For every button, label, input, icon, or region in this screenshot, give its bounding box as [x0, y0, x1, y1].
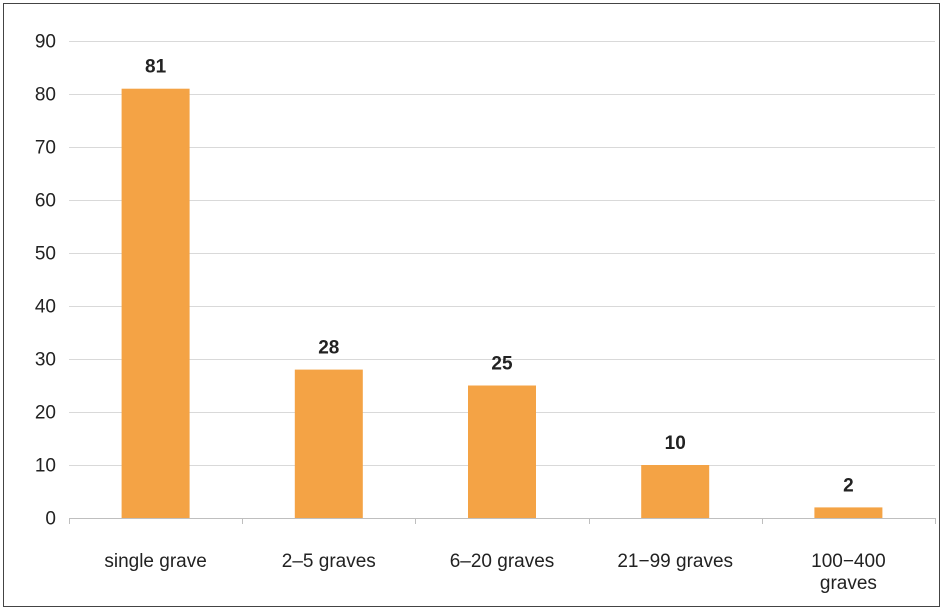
y-tick-label: 40 [35, 297, 56, 318]
x-tick-label: 21−99 graves [617, 551, 733, 572]
bar [294, 369, 363, 518]
y-tick-label: 0 [45, 509, 56, 530]
gridlines [69, 41, 935, 466]
y-tick-label: 90 [35, 32, 56, 53]
data-label: 25 [491, 354, 513, 375]
y-tick-label: 80 [35, 85, 56, 106]
x-tick-label: single grave [104, 551, 206, 572]
chart-frame: 0 10 20 30 40 50 60 70 80 90 single grave 2–5 grav… [3, 3, 940, 607]
y-axis: 0 10 20 30 40 50 60 70 80 90 [35, 32, 56, 530]
y-tick-label: 20 [35, 403, 56, 424]
data-label: 2 [843, 475, 854, 496]
x-tick-label: 6–20 graves [450, 551, 555, 572]
data-labels: 81 28 25 10 2 [145, 57, 854, 497]
bar [814, 507, 883, 518]
data-label: 10 [665, 433, 686, 454]
data-label: 28 [318, 338, 339, 359]
x-tick-label: graves [820, 573, 877, 594]
bars [121, 88, 883, 518]
x-tick-label: 100−400 [811, 551, 886, 572]
y-tick-label: 10 [35, 456, 56, 477]
bar [641, 465, 710, 518]
x-axis: single grave 2–5 graves 6–20 graves 21−99 g… [69, 518, 936, 594]
y-tick-label: 70 [35, 138, 56, 159]
bar-chart: 0 10 20 30 40 50 60 70 80 90 single grave 2–5 grav… [35, 32, 936, 594]
x-tick-label: 2–5 graves [282, 551, 376, 572]
bar [121, 88, 190, 518]
y-tick-label: 50 [35, 244, 56, 265]
bar [468, 385, 536, 518]
y-tick-label: 60 [35, 191, 56, 212]
y-tick-label: 30 [35, 350, 56, 371]
data-label: 81 [145, 57, 167, 78]
